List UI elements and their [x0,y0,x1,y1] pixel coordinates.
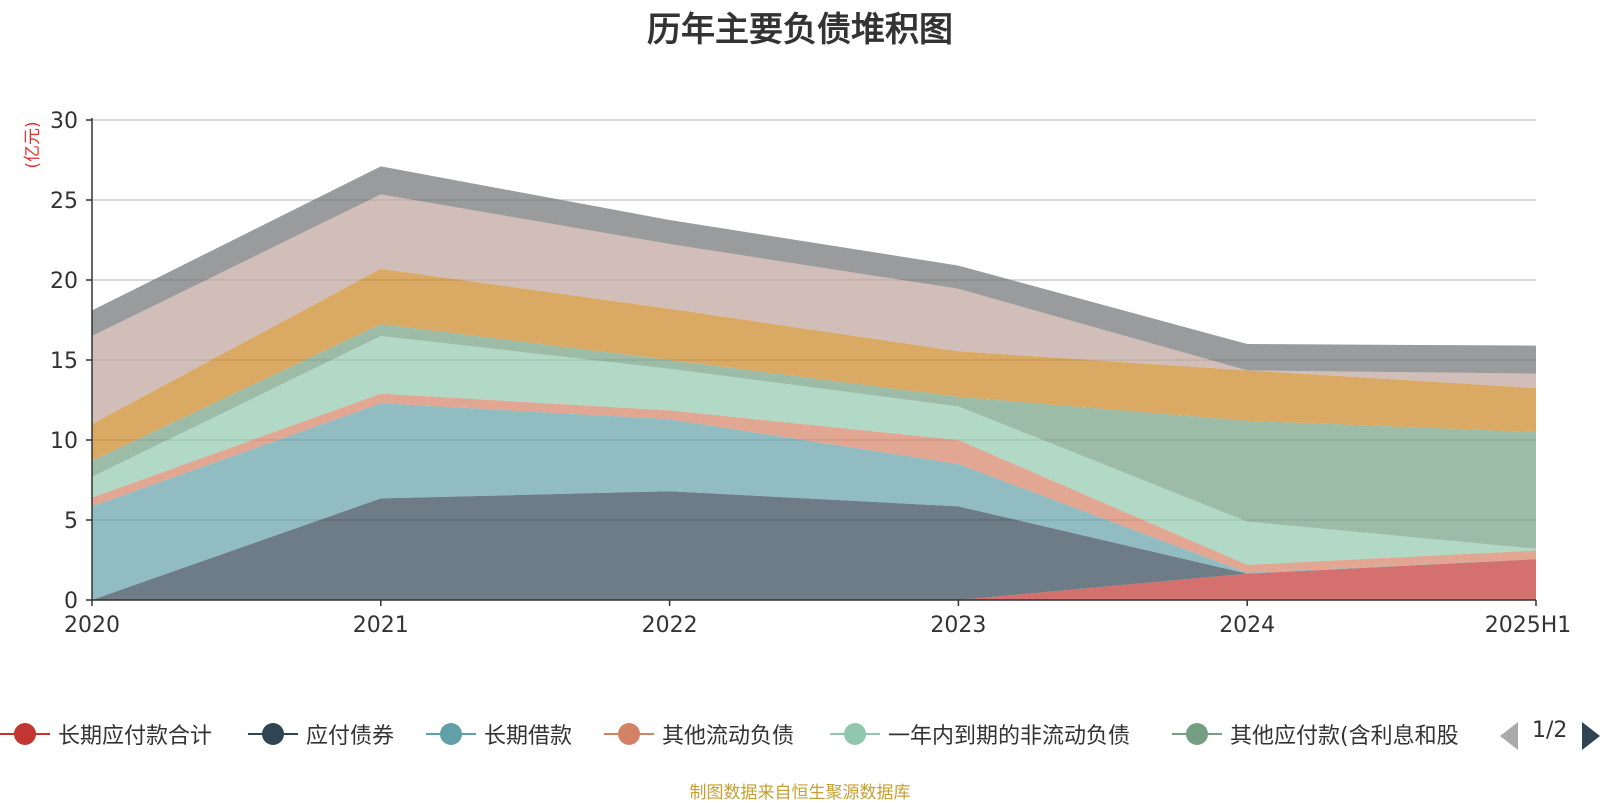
triangle-left-icon[interactable] [1500,722,1518,750]
area-chart: 0 5 10 15 20 25 30 2020 2021 2022 2023 2024 2025H1 (… [23,109,1571,638]
legend-swatch-icon [0,720,50,748]
legend-swatch-icon [604,720,654,748]
x-tick-label: 2020 [64,613,120,638]
tick-labels: 0 5 10 15 20 25 30 2020 2021 2022 2023 2024 2025H1 [50,109,1571,638]
area-series-2 [92,491,1536,600]
y-tick-label: 25 [50,189,78,214]
y-tick-label: 0 [64,589,78,614]
area-series-1 [92,559,1536,600]
x-tick-label: 2023 [930,613,986,638]
area-series-3 [92,403,1536,600]
legend-label: 应付债券 [306,724,395,749]
area-series-7 [92,268,1536,461]
legend-label: 其他应付款(含利息和股 [1230,724,1459,749]
legend-item[interactable]: 长期应付款合计 [0,712,212,756]
legend-pager: 1/2 [1500,712,1600,756]
axes [86,118,1537,606]
legend-swatch-icon [426,720,476,748]
y-tick-label: 30 [50,109,78,134]
source-note: 制图数据来自恒生聚源数据库 [689,783,911,803]
legend-page-indicator: 1/2 [1532,718,1568,743]
area-series-5 [92,336,1536,565]
chart-title: 历年主要负债堆积图 [647,10,953,50]
legend-label: 长期借款 [484,724,573,749]
legend-label: 其他流动负债 [662,724,795,749]
legend-item[interactable]: 一年内到期的非流动负债 [830,712,1130,756]
x-tick-label: 2025H1 [1485,613,1572,638]
y-tick-label: 5 [64,509,78,534]
area-series-9 [92,166,1536,374]
y-tick-label: 20 [50,269,78,294]
y-axis-unit-label: (亿元) [23,121,43,168]
legend-label: 一年内到期的非流动负债 [888,724,1131,749]
legend-swatch-icon [248,720,298,748]
x-tick-label: 2024 [1219,613,1275,638]
triangle-right-icon[interactable] [1582,722,1600,750]
legend-label: 长期应付款合计 [58,724,213,749]
legend-item[interactable]: 其他应付款(含利息和股 [1172,712,1459,756]
area-series-6 [92,324,1536,549]
stacked-areas [92,166,1536,600]
y-tick-label: 15 [50,349,78,374]
legend-item[interactable]: 其他流动负债 [604,712,794,756]
y-tick-label: 10 [50,429,78,454]
legend-item[interactable]: 长期借款 [426,712,572,756]
area-series-8 [92,194,1536,424]
legend: 长期应付款合计 应付债券 长期借款 其他流动负债 一年内到期的非流动负债 其他应付款(含利… [0,712,1600,756]
legend-swatch-icon [1172,720,1222,748]
legend-item[interactable]: 应付债券 [248,712,394,756]
x-tick-label: 2021 [353,613,409,638]
area-series-4 [92,393,1536,573]
x-tick-label: 2022 [642,613,698,638]
legend-swatch-icon [830,720,880,748]
